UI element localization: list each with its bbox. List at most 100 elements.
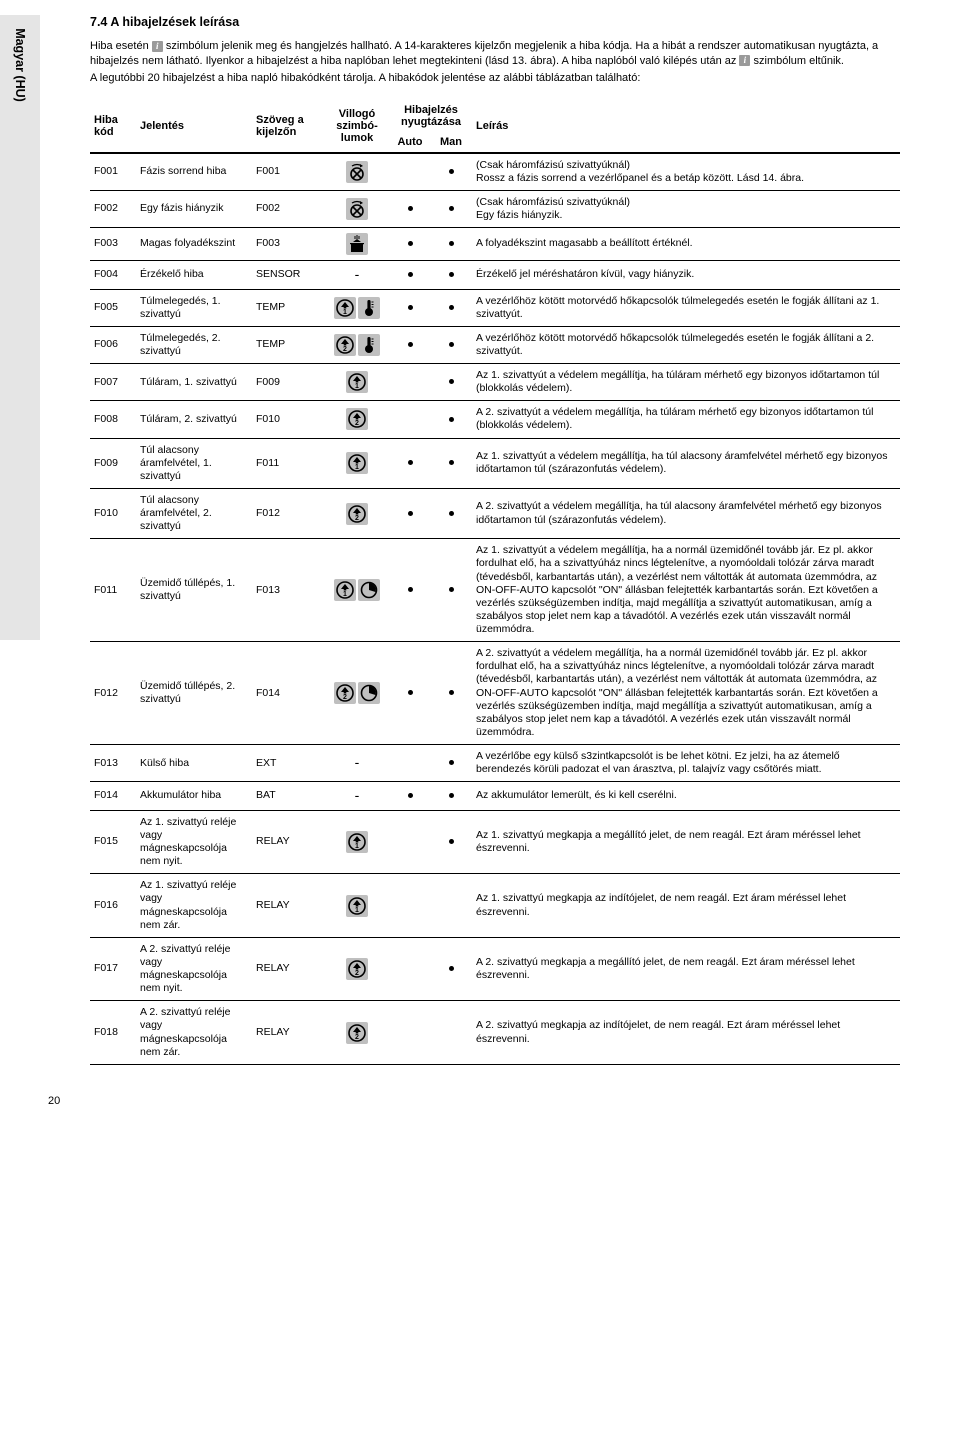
table-row: F018A 2. szivattyú reléje vagy mágneskap… <box>90 1001 900 1065</box>
cell-description: A vezérlőhöz kötött motorvédő hőkapcsoló… <box>472 289 900 326</box>
cell-man <box>430 401 472 438</box>
table-row: F016Az 1. szivattyú reléje vagy mágneska… <box>90 874 900 938</box>
cell-description: Az akkumulátor lemerült, és ki kell cser… <box>472 782 900 811</box>
cell-auto <box>390 401 430 438</box>
cell-description: A 2. szivattyút a védelem megállítja, ha… <box>472 642 900 745</box>
table-row: F007Túláram, 1. szivattyúF0091Az 1. sziv… <box>90 364 900 401</box>
phase-fan-icon <box>346 198 368 220</box>
cell-symbols: 2 <box>324 1001 390 1065</box>
cell-code: F012 <box>90 642 136 745</box>
sidebar-language-label: Magyar (HU) <box>13 28 27 102</box>
cell-meaning: Üzemidő túllépés, 1. szivattyú <box>136 539 252 642</box>
svg-text:2: 2 <box>355 515 359 522</box>
table-row: F017A 2. szivattyú reléje vagy mágneskap… <box>90 937 900 1001</box>
cell-symbols: - <box>324 782 390 811</box>
cell-auto <box>390 438 430 488</box>
cell-description: A vezérlőhöz kötött motorvédő hőkapcsoló… <box>472 326 900 363</box>
cell-display: F014 <box>252 642 324 745</box>
cell-display: EXT <box>252 745 324 782</box>
cell-symbols: 2 <box>324 937 390 1001</box>
cell-display: F012 <box>252 488 324 538</box>
cell-meaning: Egy fázis hiányzik <box>136 190 252 227</box>
cell-symbols: 2 <box>324 326 390 363</box>
page-number: 20 <box>48 1095 60 1107</box>
level-icon <box>346 233 368 255</box>
table-row: F015Az 1. szivattyú reléje vagy mágneska… <box>90 810 900 874</box>
table-header: Hiba kód Jelentés Szöveg a kijelzőn Vill… <box>90 100 900 153</box>
phase-fan-icon <box>346 161 368 183</box>
col-display: Szöveg a kijelzőn <box>252 100 324 153</box>
pump-1-arrow-icon: 1 <box>334 297 356 319</box>
main-content: 7.4 A hibajelzések leírása Hiba esetén i… <box>40 0 920 1065</box>
cell-display: F011 <box>252 438 324 488</box>
cell-auto <box>390 1001 430 1065</box>
cell-display: F013 <box>252 539 324 642</box>
cell-display: F010 <box>252 401 324 438</box>
svg-text:1: 1 <box>343 591 347 598</box>
cell-display: F003 <box>252 228 324 261</box>
cell-description: A folyadékszint magasabb a beállított ér… <box>472 228 900 261</box>
table-row: F012Üzemidő túllépés, 2. szivattyúF0142A… <box>90 642 900 745</box>
cell-code: F004 <box>90 261 136 290</box>
cell-symbols: 2 <box>324 488 390 538</box>
intro-text: Hiba esetén <box>90 40 152 52</box>
cell-auto <box>390 289 430 326</box>
col-auto: Auto <box>390 132 430 153</box>
pump-2-arrow-icon: 2 <box>346 503 368 525</box>
cell-description: (Csak háromfázisú szivattyúknál)Egy fázi… <box>472 190 900 227</box>
svg-text:1: 1 <box>355 383 359 390</box>
cell-code: F007 <box>90 364 136 401</box>
cell-man <box>430 1001 472 1065</box>
col-code: Hiba kód <box>90 100 136 153</box>
svg-text:2: 2 <box>355 420 359 427</box>
pump-2-arrow-icon: 2 <box>334 334 356 356</box>
pump-2-arrow-icon: 2 <box>346 1022 368 1044</box>
cell-man <box>430 539 472 642</box>
cell-man <box>430 937 472 1001</box>
table-row: F006Túlmelegedés, 2. szivattyúTEMP2A vez… <box>90 326 900 363</box>
cell-code: F009 <box>90 438 136 488</box>
cell-description: Az 1. szivattyút a védelem megállítja, h… <box>472 539 900 642</box>
cell-auto <box>390 190 430 227</box>
cell-symbols: 1 <box>324 539 390 642</box>
cell-symbols: 1 <box>324 874 390 938</box>
cell-display: TEMP <box>252 326 324 363</box>
pump-1-arrow-icon: 1 <box>346 831 368 853</box>
cell-meaning: Magas folyadékszint <box>136 228 252 261</box>
intro-line-1: Hiba esetén i szimbólum jelenik meg és h… <box>90 39 900 69</box>
table-body: F001Fázis sorrend hibaF001(Csak háromfáz… <box>90 153 900 1065</box>
cell-description: Az 1. szivattyút a védelem megállítja, h… <box>472 438 900 488</box>
info-icon: i <box>152 41 163 52</box>
svg-text:2: 2 <box>355 970 359 977</box>
table-row: F005Túlmelegedés, 1. szivattyúTEMP1A vez… <box>90 289 900 326</box>
cell-display: RELAY <box>252 937 324 1001</box>
cell-code: F017 <box>90 937 136 1001</box>
cell-code: F018 <box>90 1001 136 1065</box>
cell-auto <box>390 874 430 938</box>
intro-line-2: A legutóbbi 20 hibajelzést a hiba napló … <box>90 71 900 86</box>
cell-code: F016 <box>90 874 136 938</box>
cell-man <box>430 874 472 938</box>
cell-description: Az 1. szivattyú megkapja az indítójelet,… <box>472 874 900 938</box>
cell-symbols: - <box>324 261 390 290</box>
table-row: F013Külső hibaEXT-A vezérlőbe egy külső … <box>90 745 900 782</box>
cell-description: A 2. szivattyú megkapja az indítójelet, … <box>472 1001 900 1065</box>
cell-symbols: 2 <box>324 642 390 745</box>
table-row: F008Túláram, 2. szivattyúF0102A 2. sziva… <box>90 401 900 438</box>
svg-text:2: 2 <box>343 694 347 701</box>
cell-symbols <box>324 190 390 227</box>
cell-code: F015 <box>90 810 136 874</box>
clock-icon <box>358 682 380 704</box>
cell-meaning: Érzékelő hiba <box>136 261 252 290</box>
cell-meaning: Túlmelegedés, 1. szivattyú <box>136 289 252 326</box>
section-heading: 7.4 A hibajelzések leírása <box>90 15 900 29</box>
table-row: F004Érzékelő hibaSENSOR-Érzékelő jel mér… <box>90 261 900 290</box>
cell-auto <box>390 153 430 191</box>
table-row: F003Magas folyadékszintF003A folyadékszi… <box>90 228 900 261</box>
cell-auto <box>390 745 430 782</box>
sidebar-language-tab: Magyar (HU) <box>0 15 40 640</box>
cell-meaning: Az 1. szivattyú reléje vagy mágneskapcso… <box>136 874 252 938</box>
cell-man <box>430 438 472 488</box>
cell-display: RELAY <box>252 810 324 874</box>
table-row: F010Túl alacsony áramfelvétel, 2. szivat… <box>90 488 900 538</box>
